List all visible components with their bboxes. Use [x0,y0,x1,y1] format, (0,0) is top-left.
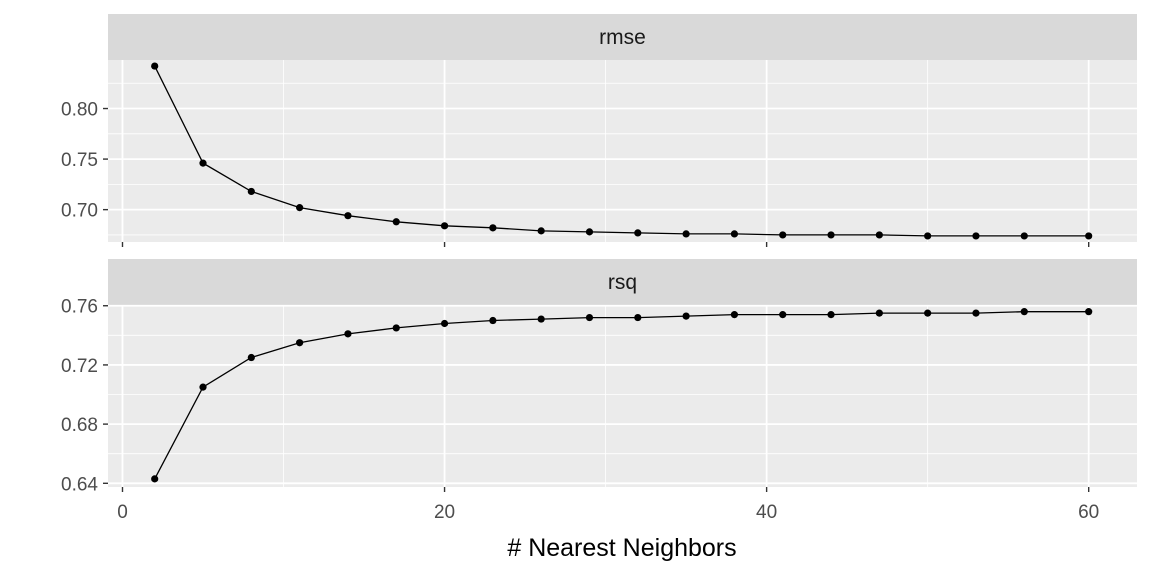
panel-rmse: rmse 0.70 0.75 0.80 [61,14,1137,247]
data-point-rsq [1085,308,1093,316]
x-axis-title: # Nearest Neighbors [507,534,736,562]
data-point-rsq [827,311,835,319]
data-point-rmse [924,232,932,240]
data-point-rsq [972,309,980,317]
strip-rmse [108,14,1137,60]
data-point-rsq [440,319,449,328]
y-tick-label: 0.70 [61,201,98,222]
data-point-rsq [779,311,787,319]
data-point-rsq [537,315,545,323]
panel-rsq: rsq 0.64 0.68 0.72 0.76 [61,259,1137,495]
panels-layer: rmse 0.70 0.75 0.80 rsq 0.64 0.68 0.72 0.76 0 20 40… [61,14,1137,523]
data-point-rsq [199,383,207,391]
panel-background [108,60,1137,242]
series-line-rsq [154,311,1089,480]
data-point-rmse [440,222,449,230]
data-point-rmse [1020,232,1028,240]
data-point-rsq [247,353,255,362]
data-point-rmse [827,231,835,239]
data-point-rsq [1020,308,1028,316]
y-tick-label: 0.68 [61,415,98,436]
data-point-rsq [585,313,594,322]
y-tick-label: 0.80 [61,100,98,121]
data-point-rmse [489,224,497,232]
data-point-rmse [537,227,545,235]
data-point-rsq [489,316,497,325]
data-point-rsq [151,475,159,483]
data-point-rmse [151,62,159,70]
data-point-rmse [344,212,352,220]
x-tick-label: 20 [434,502,455,523]
data-point-rsq [682,312,690,320]
x-tick-label: 40 [756,502,777,523]
data-point-rmse [779,231,787,239]
y-tick-label: 0.76 [61,297,98,318]
y-tick-label: 0.75 [61,150,98,171]
data-point-rmse [972,232,980,240]
strip-label-rsq: rsq [608,271,637,294]
data-point-rmse [875,231,883,239]
data-point-rmse [730,230,739,238]
data-point-rsq [730,311,739,319]
panel-background [108,305,1137,487]
data-point-rmse [392,218,400,226]
data-point-rmse [296,204,304,212]
y-tick-label: 0.72 [61,356,98,377]
data-point-rsq [344,330,352,338]
data-point-rmse [1085,232,1093,240]
y-tick-label: 0.64 [61,474,98,495]
data-point-rmse [634,229,642,237]
data-point-rmse [247,187,255,196]
data-point-rsq [924,309,932,317]
data-point-rsq [634,313,642,322]
data-point-rsq [875,309,883,317]
data-point-rsq [296,339,304,347]
data-point-rmse [199,159,207,167]
data-point-rmse [585,228,594,236]
strip-label-rmse: rmse [599,26,646,49]
data-point-rmse [682,230,690,238]
x-tick-label: 60 [1078,502,1099,523]
series-line-rmse [154,65,1089,237]
data-point-rsq [392,324,400,332]
strip-rsq [108,259,1137,305]
x-tick-label: 0 [117,502,128,523]
